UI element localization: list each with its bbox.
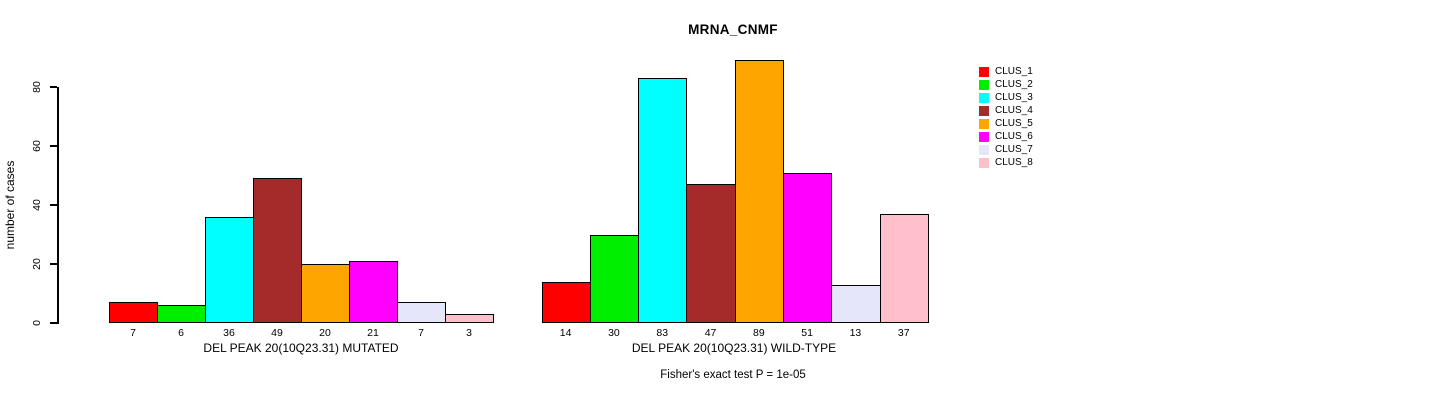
y-axis-line (57, 87, 59, 324)
bar-mutated-clus_6 (349, 261, 398, 324)
y-axis-tick-label-text: 40 (31, 199, 43, 211)
bar-value-label: 6 (178, 326, 184, 339)
x-axis-label-mutated: DEL PEAK 20(10Q23.31) MUTATED (203, 341, 399, 355)
bar-wildtype-clus_2 (589, 234, 640, 323)
y-axis-tick-label-text: 80 (31, 81, 43, 93)
y-axis-tick (50, 86, 57, 88)
legend-label-clus_2: CLUS_2 (995, 79, 1033, 90)
legend-label-clus_3: CLUS_3 (995, 92, 1033, 103)
bar-mutated-clus_1 (109, 302, 158, 324)
legend-label-clus_8: CLUS_8 (995, 157, 1033, 168)
bar-mutated-clus_3 (205, 216, 254, 323)
bar-mutated-clus_4 (253, 178, 302, 323)
y-axis-tick (50, 204, 57, 206)
legend-swatch-clus_5 (979, 119, 989, 129)
bar-mutated-clus_2 (157, 305, 206, 323)
y-axis-tick (50, 322, 57, 324)
legend-label-clus_7: CLUS_7 (995, 144, 1033, 155)
bar-value-label: 51 (801, 326, 813, 339)
legend-label-clus_6: CLUS_6 (995, 131, 1033, 142)
legend-swatch-clus_1 (979, 67, 989, 77)
bar-value-label: 89 (752, 326, 765, 339)
bar-value-label: 14 (559, 326, 572, 339)
legend-swatch-clus_4 (979, 106, 989, 116)
bar-wildtype-clus_6 (783, 172, 833, 323)
bar-wildtype-clus_7 (831, 284, 881, 323)
y-axis-tick-label-text: 60 (31, 140, 43, 152)
bar-value-label: 13 (849, 326, 862, 339)
legend-label-clus_4: CLUS_4 (995, 105, 1033, 116)
legend-swatch-clus_8 (979, 158, 989, 168)
bar-value-label: 7 (418, 326, 424, 339)
bar-wildtype-clus_4 (686, 184, 736, 323)
chart-title: MRNA_CNMF (688, 22, 778, 37)
bar-value-label: 20 (319, 326, 331, 339)
fisher-test-annotation: Fisher's exact test P = 1e-05 (660, 369, 806, 381)
legend-label-clus_1: CLUS_1 (995, 66, 1033, 77)
y-axis-tick-label-text: 0 (31, 320, 43, 326)
bar-mutated-clus_8 (445, 314, 494, 323)
bar-mutated-clus_5 (301, 264, 350, 323)
bar-value-label: 37 (897, 326, 910, 339)
legend-swatch-clus_3 (979, 93, 989, 103)
bar-mutated-clus_7 (397, 302, 446, 324)
y-axis-tick (50, 145, 57, 147)
legend-label-clus_5: CLUS_5 (995, 118, 1033, 129)
legend-swatch-clus_7 (979, 145, 989, 155)
bar-wildtype-clus_3 (638, 78, 688, 323)
x-axis-label-wildtype: DEL PEAK 20(10Q23.31) WILD-TYPE (631, 341, 837, 355)
bar-wildtype-clus_8 (879, 213, 929, 323)
bar-wildtype-clus_5 (734, 60, 784, 323)
bar-wildtype-clus_1 (541, 281, 591, 323)
bar-value-label: 49 (271, 326, 283, 339)
bar-value-label: 30 (608, 326, 620, 339)
bar-value-label: 47 (704, 326, 717, 339)
legend-swatch-clus_2 (979, 80, 989, 90)
bar-value-label: 36 (223, 326, 235, 339)
y-axis-tick (50, 263, 57, 265)
bar-value-label: 21 (367, 326, 379, 339)
bar-value-label: 3 (466, 326, 472, 339)
y-axis-tick-label-text: 20 (31, 258, 43, 270)
bar-value-label: 7 (130, 326, 136, 339)
y-axis-label-text: number of cases (3, 160, 17, 250)
legend-swatch-clus_6 (979, 132, 989, 142)
bar-value-label: 83 (656, 326, 669, 339)
